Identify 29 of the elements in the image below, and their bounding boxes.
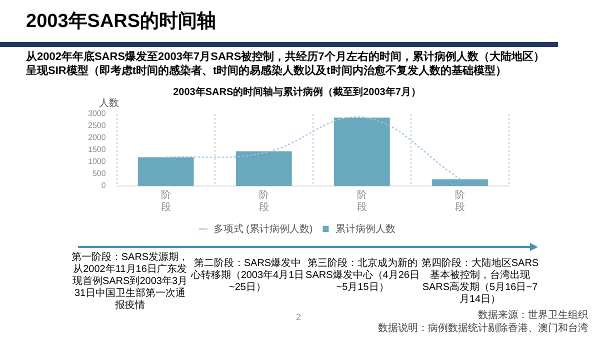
x-tick-label: 阶段 [356, 190, 367, 213]
text: 第四阶段：大陆地区SARS基本被控制，台湾出现SARS高发期（5月16日~7月14日） [420, 258, 540, 306]
y-tick-label: 2000 [88, 133, 106, 142]
y-tick-label: 500 [92, 169, 106, 178]
legend-label: 累计病例人数 [336, 222, 396, 235]
bar [138, 157, 194, 186]
legend-label: 多项式 (累计病例人数) [213, 222, 313, 235]
y-axis-title: 人数 [98, 98, 119, 109]
bar [432, 179, 488, 186]
source-note: 数据来源：世界卫生组织 [478, 308, 588, 322]
bar [236, 151, 292, 186]
x-tick-label: 阶段 [258, 190, 269, 213]
text: 2003年SARS的时间轴 [26, 10, 216, 34]
x-tick-label: 阶段 [454, 190, 465, 213]
y-tick-label: 1000 [88, 157, 106, 166]
text: 第三阶段：北京成为新的SARS爆发中心（4月26日~5月15日） [305, 258, 420, 294]
y-tick-label: 1500 [88, 145, 106, 154]
line-series [165, 116, 461, 180]
text: 数据说明：病例数据统计剔除香港、澳门和台湾 [378, 322, 588, 335]
text: 第一阶段：SARS发源期，从2002年11月16日广东发现首例SARS到2003年3月31日中国卫生部第一次通报疫情 [70, 252, 190, 312]
text: 2 [296, 312, 302, 322]
x-tick-label: 阶段 [160, 190, 171, 213]
bar [334, 118, 390, 186]
y-tick-label: 3000 [88, 109, 106, 118]
text: 从2002年年底SARS爆发至2003年7月SARS被控制，共经历7个月左右的时间，累计病例人数（大陆地区）呈现SIR模型（即考虑t时间的感染者、t时间的易感染人数以及t时间内治愈不复发人数的基础模型） [26, 50, 546, 78]
y-tick-label: 0 [101, 181, 106, 190]
chart-title: 2003年SARS的时间轴与累计病例（截至到2003年7月） [173, 86, 421, 98]
y-tick-label: 2500 [88, 121, 106, 130]
text: 第二阶段：SARS爆发中心转移期（2003年4月1日~25日） [190, 258, 305, 294]
